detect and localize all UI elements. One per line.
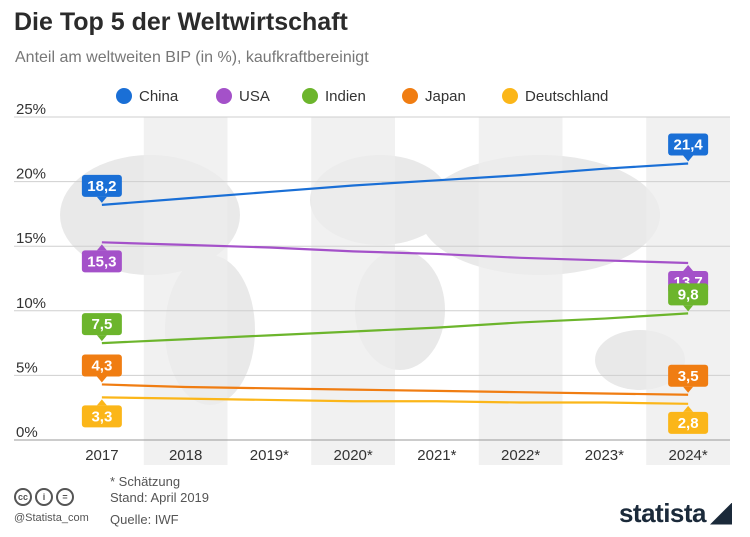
legend-marker-japan — [402, 88, 418, 104]
column-band — [478, 117, 563, 465]
statista-logo[interactable]: statista — [619, 498, 732, 529]
series-line-deutschland — [101, 396, 689, 405]
chart-title: Die Top 5 der Weltwirtschaft — [14, 8, 348, 36]
data-label-pointer — [96, 196, 107, 203]
data-label-pointer — [683, 405, 694, 412]
data-label-pointer — [96, 244, 107, 251]
data-label-china: 18,2 — [81, 174, 122, 203]
data-label-text: 3,5 — [678, 368, 699, 385]
legend-label-indien: Indien — [325, 88, 366, 105]
y-tick-label: 20% — [16, 166, 46, 183]
chart-subtitle: Anteil am weltweiten BIP (in %), kaufkra… — [15, 49, 369, 66]
legend-marker-china — [116, 88, 132, 104]
x-tick-label: 2019* — [250, 447, 289, 464]
data-label-box — [81, 250, 122, 273]
data-label-box — [668, 133, 709, 156]
column-band — [311, 117, 395, 465]
legend-label-japan: Japan — [425, 88, 466, 105]
data-label-text: 21,4 — [674, 137, 704, 154]
data-label-pointer — [683, 386, 694, 393]
data-label-box — [668, 364, 709, 387]
series-line-china — [101, 162, 689, 206]
data-label-china: 21,4 — [668, 133, 709, 162]
legend: China USA Indien Japan Deutschland — [116, 88, 608, 105]
data-label-pointer — [683, 155, 694, 162]
data-label-text: 9,8 — [678, 286, 699, 303]
data-label-box — [81, 313, 122, 336]
y-tick-label: 25% — [16, 101, 46, 118]
x-tick-label: 2020* — [334, 447, 373, 464]
data-label-box — [81, 174, 122, 197]
statista-logo-icon — [710, 502, 732, 525]
data-label-pointer — [96, 335, 107, 342]
x-axis-ticks: 2017 2018 2019* 2020* 2021* 2022* 2023* 2024* — [85, 447, 708, 464]
legend-label-deutschland: Deutschland — [525, 88, 608, 105]
statista-handle: @Statista_com — [14, 512, 89, 524]
y-tick-label: 0% — [16, 424, 38, 441]
y-tick-label: 10% — [16, 295, 46, 312]
data-label-text: 2,8 — [678, 415, 699, 432]
x-tick-label: 2024* — [669, 447, 708, 464]
series-line-indien — [101, 312, 689, 345]
data-label-indien: 9,8 — [668, 283, 709, 312]
data-label-pointer — [96, 376, 107, 383]
legend-label-usa: USA — [239, 88, 270, 105]
x-tick-label: 2023* — [585, 447, 624, 464]
legend-label-china: China — [139, 88, 179, 105]
data-label-pointer — [96, 399, 107, 406]
data-labels: 18,221,415,313,77,59,84,33,53,3 2,8 — [81, 133, 709, 434]
series-line-usa — [101, 241, 689, 265]
footnote-estimate: * Schätzung — [110, 474, 181, 489]
data-label-box — [668, 411, 709, 434]
attribution-icon: i — [35, 488, 53, 506]
series-line-japan — [101, 383, 689, 396]
gridlines — [14, 116, 730, 441]
data-label-japan: 3,5 — [668, 364, 709, 393]
data-label-pointer — [683, 305, 694, 312]
data-label-text: 3,3 — [91, 408, 112, 425]
footnote-stand: Stand: April 2019 — [110, 490, 210, 505]
data-label-text: 18,2 — [87, 178, 116, 195]
x-tick-label: 2022* — [501, 447, 540, 464]
x-tick-label: 2018 — [169, 447, 202, 464]
data-label-text: 7,5 — [91, 316, 112, 333]
data-label-text: 15,3 — [87, 253, 116, 270]
legend-marker-usa — [216, 88, 232, 104]
legend-marker-indien — [302, 88, 318, 104]
x-tick-label: 2021* — [417, 447, 456, 464]
data-label-box — [81, 405, 122, 428]
data-label-japan: 4,3 — [81, 354, 122, 383]
data-label-box — [668, 283, 709, 306]
data-label-indien: 7,5 — [81, 313, 122, 342]
statista-wordmark: statista — [618, 498, 707, 528]
data-label-pointer — [683, 264, 694, 271]
data-label-box — [81, 354, 122, 377]
data-label-deutschland: 2,8 — [668, 405, 709, 434]
y-axis-ticks: 0% 5% 10% 15% 20% 25% — [16, 101, 46, 441]
data-label-text: 4,3 — [91, 357, 112, 374]
series-lines — [101, 162, 689, 405]
y-tick-label: 15% — [16, 230, 46, 247]
y-tick-label: 5% — [16, 359, 38, 376]
legend-marker-deutschland — [502, 88, 518, 104]
cc-icon: cc — [14, 488, 32, 506]
column-band — [143, 117, 228, 465]
footnote-source: Quelle: IWF — [110, 512, 179, 527]
no-derivatives-icon: = — [56, 488, 74, 506]
x-tick-label: 2017 — [85, 447, 118, 464]
data-label-deutschland: 3,3 — [81, 399, 122, 428]
data-label-usa: 15,3 — [81, 244, 122, 273]
license-icons: cc i = — [14, 488, 74, 506]
